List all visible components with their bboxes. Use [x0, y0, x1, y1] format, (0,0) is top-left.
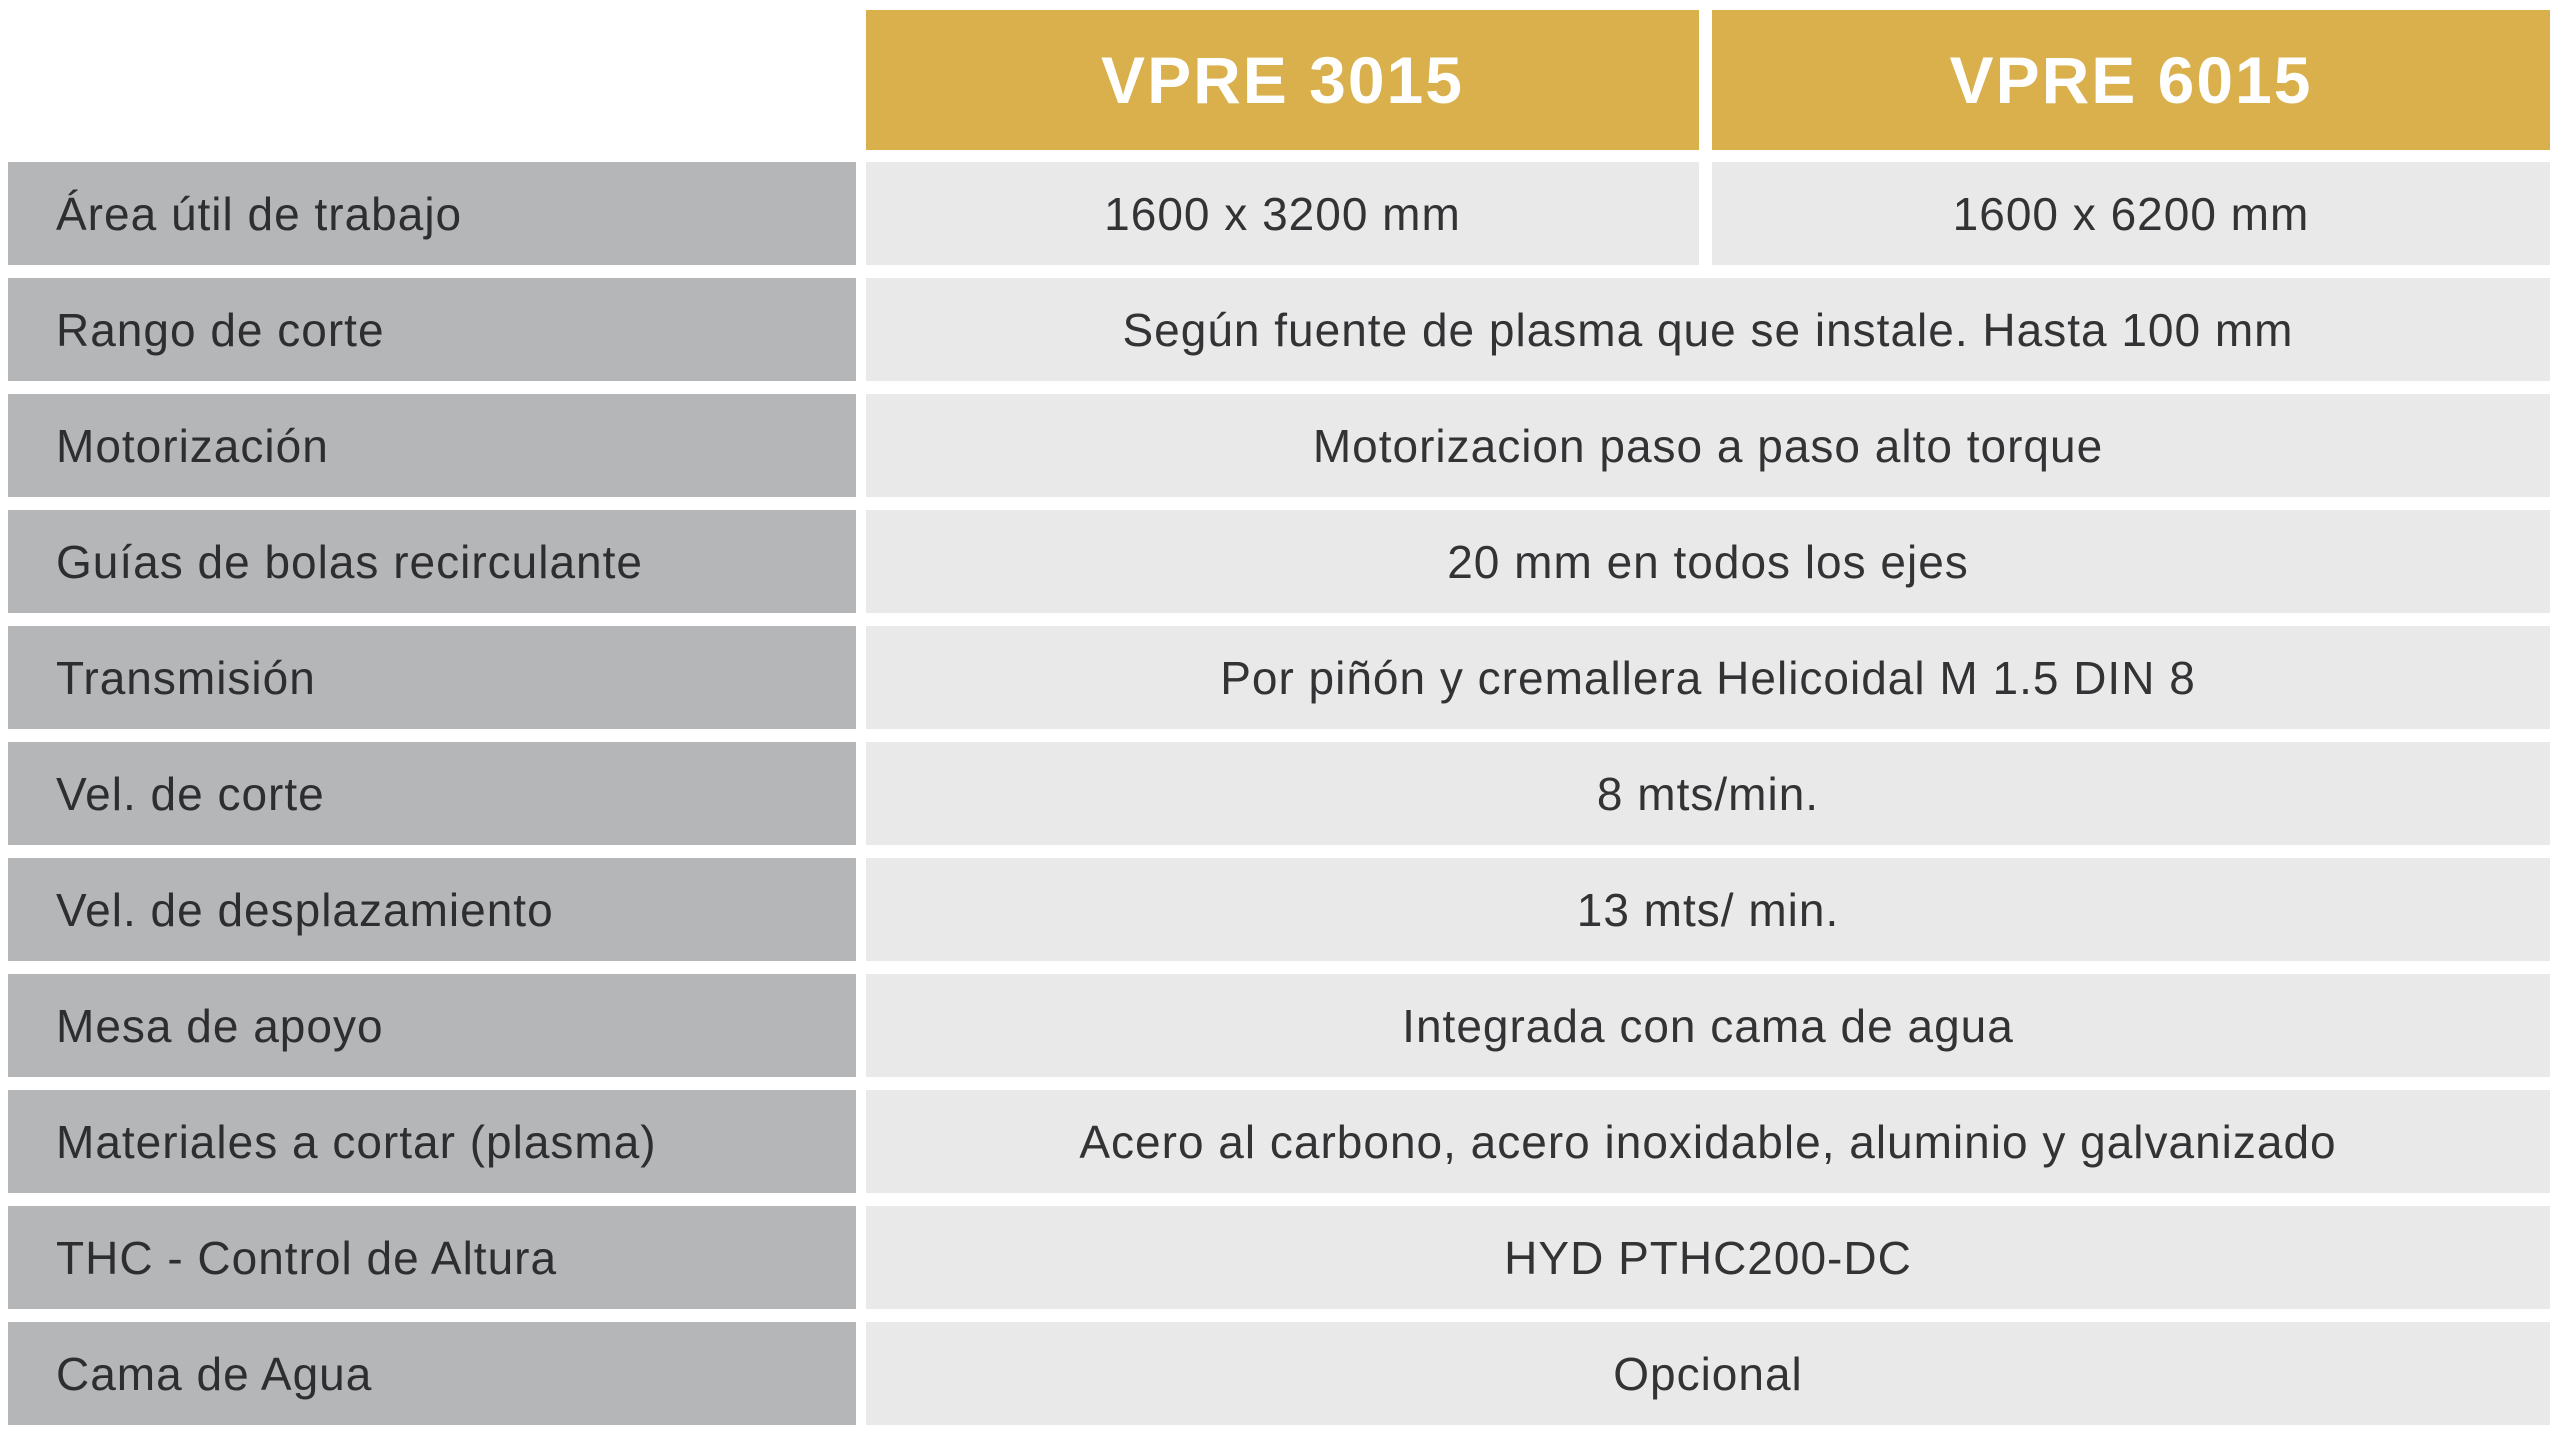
table-row: THC - Control de Altura HYD PTHC200-DC — [8, 1206, 2550, 1309]
row-label: Área útil de trabajo — [8, 162, 856, 265]
header-cell-vpre-6015: VPRE 6015 — [1712, 10, 2550, 150]
table-row: Mesa de apoyo Integrada con cama de agua — [8, 974, 2550, 1077]
row-label: Rango de corte — [8, 278, 856, 381]
row-value: 8 mts/min. — [866, 742, 2550, 845]
row-label: Mesa de apoyo — [8, 974, 856, 1077]
row-value: Según fuente de plasma que se instale. H… — [866, 278, 2550, 381]
row-value-vpre-6015: 1600 x 6200 mm — [1712, 162, 2550, 265]
table-row: Motorización Motorizacion paso a paso al… — [8, 394, 2550, 497]
row-label: Motorización — [8, 394, 856, 497]
row-value: Motorizacion paso a paso alto torque — [866, 394, 2550, 497]
row-label: Cama de Agua — [8, 1322, 856, 1425]
table-row: Guías de bolas recirculante 20 mm en tod… — [8, 510, 2550, 613]
row-value: Opcional — [866, 1322, 2550, 1425]
row-value: 13 mts/ min. — [866, 858, 2550, 961]
table-header-row: VPRE 3015 VPRE 6015 — [8, 10, 2550, 150]
row-value: HYD PTHC200-DC — [866, 1206, 2550, 1309]
table-row: Rango de corte Según fuente de plasma qu… — [8, 278, 2550, 381]
row-value: Por piñón y cremallera Helicoidal M 1.5 … — [866, 626, 2550, 729]
table-row: Vel. de corte 8 mts/min. — [8, 742, 2550, 845]
row-value-vpre-3015: 1600 x 3200 mm — [866, 162, 1699, 265]
table-row: Vel. de desplazamiento 13 mts/ min. — [8, 858, 2550, 961]
row-label: Guías de bolas recirculante — [8, 510, 856, 613]
row-value: 20 mm en todos los ejes — [866, 510, 2550, 613]
row-label: Vel. de desplazamiento — [8, 858, 856, 961]
table-row: Cama de Agua Opcional — [8, 1322, 2550, 1425]
header-cell-vpre-3015: VPRE 3015 — [866, 10, 1699, 150]
row-label: THC - Control de Altura — [8, 1206, 856, 1309]
table-row: Materiales a cortar (plasma) Acero al ca… — [8, 1090, 2550, 1193]
row-label: Vel. de corte — [8, 742, 856, 845]
row-label: Materiales a cortar (plasma) — [8, 1090, 856, 1193]
row-value: Acero al carbono, acero inoxidable, alum… — [866, 1090, 2550, 1193]
table-row: Área útil de trabajo 1600 x 3200 mm 1600… — [8, 162, 2550, 265]
row-label: Transmisión — [8, 626, 856, 729]
table-row: Transmisión Por piñón y cremallera Helic… — [8, 626, 2550, 729]
row-value: Integrada con cama de agua — [866, 974, 2550, 1077]
